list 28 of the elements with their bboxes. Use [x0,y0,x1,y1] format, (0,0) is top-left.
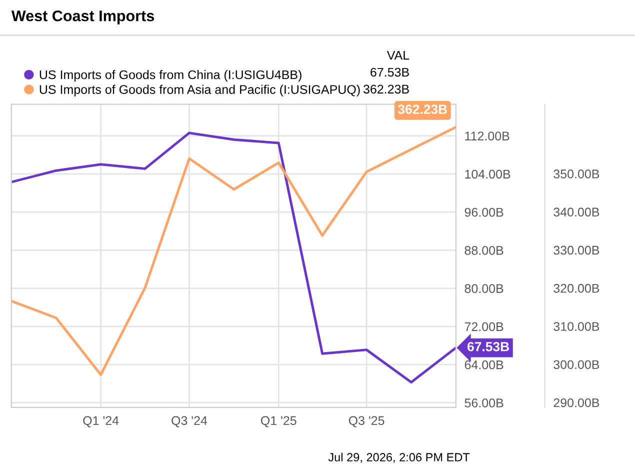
y-tick-label: 56.00B [464,398,504,408]
y2-tick-label: 330.00B [554,246,600,255]
y-tick-label: 80.00B [464,284,504,293]
y-tick-label: 64.00B [464,360,504,370]
text: Jul 29, 2026, 2:06 PM EDT [328,452,470,463]
y-tick-label: 112.00B [465,132,510,140]
y2-tick-label: 350.00B [554,170,600,178]
y-tick-label: 96.00B [464,208,504,217]
x-tick-label: Q3 '25 [348,416,384,428]
y2-tick-label: 310.00B [554,322,600,331]
text: 67.53B [370,68,409,77]
y-tick-label: 72.00B [464,322,504,332]
legend-label: US Imports of Goods from China (I:USIGU4BB) [40,70,302,82]
y-tick-label: 104.00B [465,170,510,179]
text: 362.23B [363,84,409,94]
x-tick-label: Q1 '25 [260,416,296,428]
y2-tick-label: 290.00B [554,398,600,408]
chart-title: West Coast Imports [11,10,154,24]
text: VAL [386,51,410,60]
y2-tick-label: 340.00B [554,208,600,217]
y-tick-label: 88.00B [464,246,504,255]
y2-tick-label: 320.00B [554,284,600,293]
x-tick-label: Q3 '24 [172,416,208,428]
data-label: 362.23B [398,104,447,114]
legend-label: US Imports of Goods from Asia and Pacific (I:USIGAPUQ) [40,84,360,96]
y2-tick-label: 300.00B [554,360,600,370]
x-tick-label: Q1 '24 [83,416,119,428]
data-label: 67.53B [468,342,509,352]
